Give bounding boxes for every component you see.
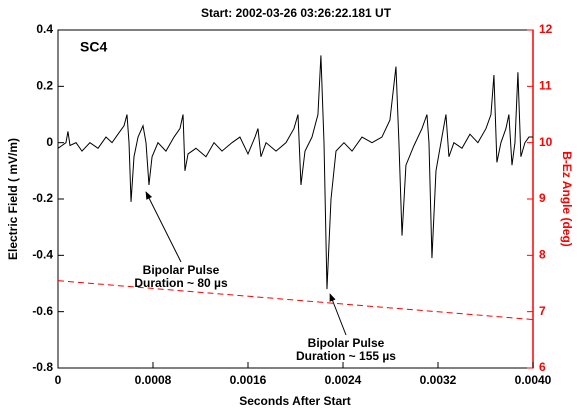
annotation: Duration ~ 155 µs (296, 349, 396, 363)
plot-frame (57, 29, 534, 369)
y-tick-label: -0.8 (32, 360, 53, 374)
annotation-arrow (329, 293, 347, 336)
x-tick-label: 0.0024 (325, 373, 362, 387)
y-tick-label: 0.4 (36, 22, 53, 36)
chart-title: Start: 2002-03-26 03:26:22.181 UT (201, 6, 392, 20)
y-axis-label: Electric Field ( mV/m) (6, 138, 20, 260)
y-tick-label: -0.2 (32, 191, 53, 205)
annotation: Bipolar Pulse (308, 336, 385, 350)
y2-tick-label: 9 (539, 191, 546, 205)
x-tick-label: 0.0016 (230, 373, 267, 387)
x-tick-label: 0.0008 (135, 373, 172, 387)
annotation: Duration ~ 80 µs (134, 276, 228, 290)
y-tick-label: 0.2 (36, 79, 53, 93)
series-line (57, 55, 533, 290)
annotation: Bipolar Pulse (143, 263, 220, 277)
y-tick-label: -0.6 (32, 304, 53, 318)
y2-tick-label: 11 (539, 79, 552, 93)
x-tick-label: 0.0032 (420, 373, 457, 387)
y2-tick-label: 10 (539, 135, 553, 149)
y-tick-label: 0 (46, 135, 53, 149)
annotation-arrow (145, 191, 182, 263)
y2-tick-label: 6 (539, 360, 546, 374)
x-tick-label: 0 (55, 373, 62, 387)
y2-tick-label: 8 (539, 248, 546, 262)
x-axis-label: Seconds After Start (239, 394, 351, 408)
y-tick-label: -0.4 (32, 248, 53, 262)
y2-tick-label: 12 (539, 22, 553, 36)
x-tick-label: 0.0040 (515, 373, 552, 387)
y2-axis-label: B-Ez Angle (deg) (560, 151, 574, 247)
y2-tick-label: 7 (539, 304, 546, 318)
series-line (57, 280, 534, 321)
panel-label: SC4 (80, 39, 107, 55)
